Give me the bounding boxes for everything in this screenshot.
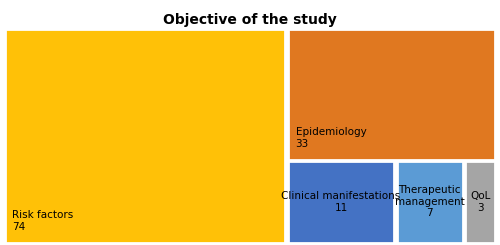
Bar: [466, 161, 495, 243]
Bar: [288, 161, 394, 243]
Bar: [288, 29, 495, 160]
Text: Risk factors
74: Risk factors 74: [12, 210, 74, 232]
Bar: [5, 29, 286, 243]
Text: QoL
3: QoL 3: [470, 191, 490, 213]
Text: Therapeutic
management
7: Therapeutic management 7: [394, 185, 464, 218]
Title: Objective of the study: Objective of the study: [163, 13, 337, 27]
Text: Clinical manifestations
11: Clinical manifestations 11: [282, 191, 401, 213]
Bar: [396, 161, 462, 243]
Text: Epidemiology
33: Epidemiology 33: [296, 127, 366, 149]
